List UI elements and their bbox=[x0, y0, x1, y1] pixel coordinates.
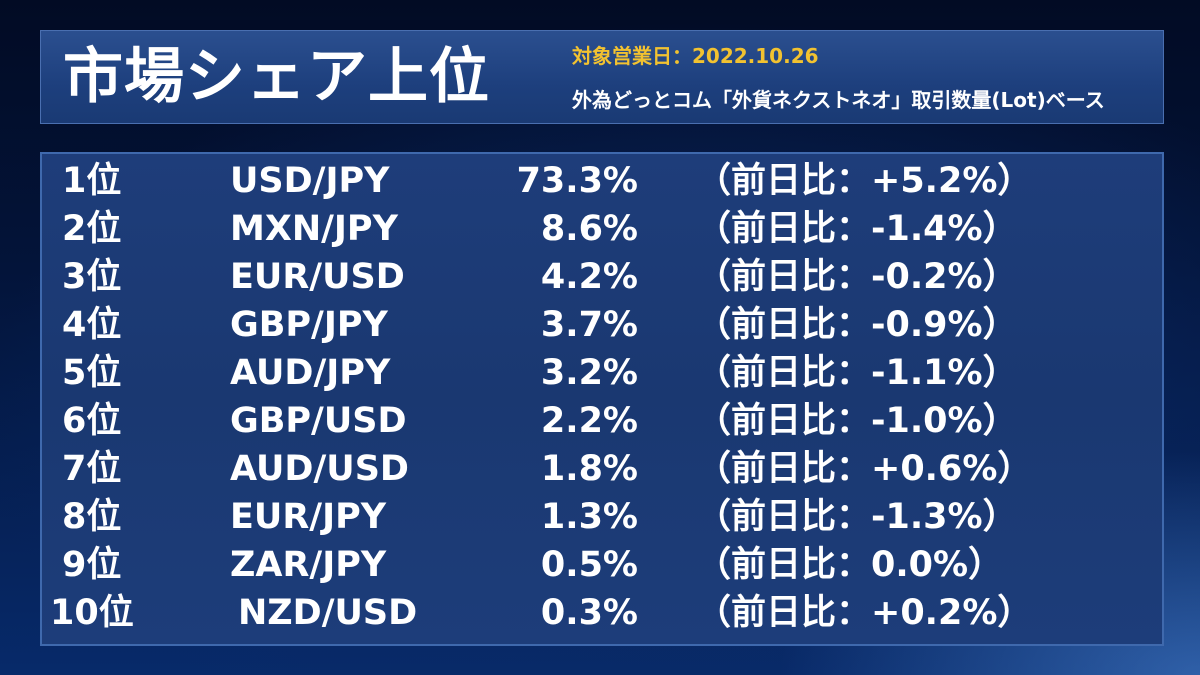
table-row: 10位 NZD/USD 0.3% （前日比：+0.2%） bbox=[42, 589, 1162, 638]
share-cell: 1.8% bbox=[540, 449, 638, 489]
table-row: 2位 MXN/JPY 8.6% （前日比：-1.4%） bbox=[42, 205, 1162, 254]
header-banner: 市場シェア上位 対象営業日：2022.10.26 外為どっとコム「外貨ネクストネ… bbox=[40, 30, 1164, 124]
share-cell: 8.6% bbox=[540, 209, 638, 249]
share-cell: 4.2% bbox=[540, 257, 638, 297]
page-title: 市場シェア上位 bbox=[63, 42, 490, 112]
table-row: 5位 AUD/JPY 3.2% （前日比：-1.1%） bbox=[42, 349, 1162, 398]
basis-label: 外為どっとコム「外貨ネクストネオ」取引数量(Lot)ベース bbox=[572, 88, 1105, 112]
table-row: 3位 EUR/USD 4.2% （前日比：-0.2%） bbox=[42, 253, 1162, 302]
change-cell: （前日比：-0.9%） bbox=[696, 305, 1018, 345]
share-cell: 1.3% bbox=[540, 497, 638, 537]
rank-cell: 4位 bbox=[62, 305, 122, 345]
target-date-label: 対象営業日：2022.10.26 bbox=[572, 44, 819, 68]
ranking-table: 1位 USD/JPY 73.3% （前日比：+5.2%） 2位 MXN/JPY … bbox=[40, 152, 1164, 646]
currency-pair-cell: USD/JPY bbox=[230, 161, 390, 201]
currency-pair-cell: GBP/JPY bbox=[230, 305, 388, 345]
change-cell: （前日比：-1.3%） bbox=[696, 497, 1018, 537]
share-cell: 2.2% bbox=[540, 401, 638, 441]
currency-pair-cell: NZD/USD bbox=[238, 593, 418, 633]
table-row: 1位 USD/JPY 73.3% （前日比：+5.2%） bbox=[42, 157, 1162, 206]
currency-pair-cell: AUD/JPY bbox=[230, 353, 391, 393]
share-cell: 0.3% bbox=[540, 593, 638, 633]
share-cell: 73.3% bbox=[516, 161, 638, 201]
currency-pair-cell: EUR/JPY bbox=[230, 497, 387, 537]
table-row: 8位 EUR/JPY 1.3% （前日比：-1.3%） bbox=[42, 493, 1162, 542]
change-cell: （前日比：-1.4%） bbox=[696, 209, 1018, 249]
currency-pair-cell: ZAR/JPY bbox=[230, 545, 387, 585]
rank-cell: 10位 bbox=[50, 593, 134, 633]
table-row: 6位 GBP/USD 2.2% （前日比：-1.0%） bbox=[42, 397, 1162, 446]
rank-cell: 6位 bbox=[62, 401, 122, 441]
currency-pair-cell: AUD/USD bbox=[230, 449, 409, 489]
rank-cell: 1位 bbox=[62, 161, 122, 201]
share-cell: 3.7% bbox=[540, 305, 638, 345]
currency-pair-cell: EUR/USD bbox=[230, 257, 405, 297]
change-cell: （前日比：-1.1%） bbox=[696, 353, 1018, 393]
share-cell: 3.2% bbox=[540, 353, 638, 393]
change-cell: （前日比：+0.2%） bbox=[696, 593, 1033, 633]
rank-cell: 2位 bbox=[62, 209, 122, 249]
currency-pair-cell: MXN/JPY bbox=[230, 209, 398, 249]
currency-pair-cell: GBP/USD bbox=[230, 401, 407, 441]
rank-cell: 7位 bbox=[62, 449, 122, 489]
table-row: 4位 GBP/JPY 3.7% （前日比：-0.9%） bbox=[42, 301, 1162, 350]
change-cell: （前日比：+5.2%） bbox=[696, 161, 1033, 201]
rank-cell: 8位 bbox=[62, 497, 122, 537]
change-cell: （前日比：-0.2%） bbox=[696, 257, 1018, 297]
change-cell: （前日比：+0.6%） bbox=[696, 449, 1033, 489]
rank-cell: 9位 bbox=[62, 545, 122, 585]
change-cell: （前日比：0.0%） bbox=[696, 545, 1004, 585]
table-row: 7位 AUD/USD 1.8% （前日比：+0.6%） bbox=[42, 445, 1162, 494]
rank-cell: 5位 bbox=[62, 353, 122, 393]
table-row: 9位 ZAR/JPY 0.5% （前日比：0.0%） bbox=[42, 541, 1162, 590]
change-cell: （前日比：-1.0%） bbox=[696, 401, 1018, 441]
rank-cell: 3位 bbox=[62, 257, 122, 297]
share-cell: 0.5% bbox=[540, 545, 638, 585]
